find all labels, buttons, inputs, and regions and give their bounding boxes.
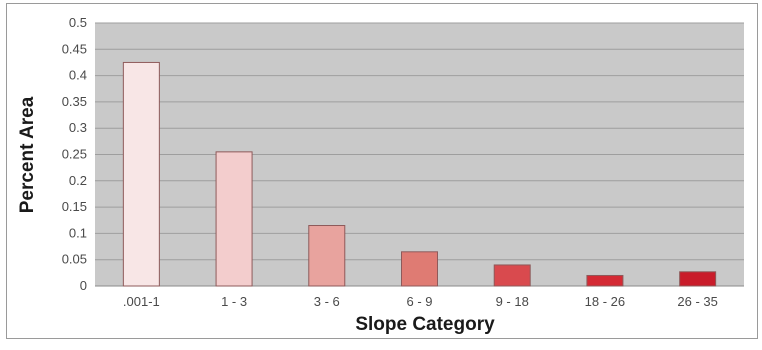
y-axis-title: Percent Area (17, 96, 38, 213)
y-tick-label: 0 (80, 278, 87, 293)
bar (215, 151, 253, 287)
x-tick-label: 18 - 26 (585, 294, 625, 309)
bar (122, 61, 160, 287)
x-tick-label: 9 - 18 (496, 294, 529, 309)
x-tick-label: 6 - 9 (406, 294, 432, 309)
bar-chart: 0 0.05 0.1 0.15 0.2 0.25 0.3 0.35 0.4 0.45 0.5 .00… (17, 15, 744, 335)
bar (493, 264, 531, 287)
bar (586, 274, 624, 287)
x-tick-labels: .001-1 1 - 3 3 - 6 6 - 9 9 - 18 18 - 26 26 - 3… (123, 294, 718, 309)
x-axis-title: Slope Category (355, 314, 495, 335)
x-tick-label: 26 - 35 (677, 294, 717, 309)
bars (122, 61, 717, 287)
bar (401, 251, 438, 287)
y-tick-label: 0.1 (69, 225, 87, 240)
y-tick-label: 0.45 (62, 41, 87, 56)
y-tick-labels: 0 0.05 0.1 0.15 0.2 0.25 0.3 0.35 0.4 0.45 0.5 (62, 15, 87, 293)
y-tick-label: 0.35 (62, 94, 87, 109)
y-tick-label: 0.4 (69, 68, 87, 83)
y-tick-label: 0.05 (62, 252, 87, 267)
x-tick-label: 1 - 3 (221, 294, 247, 309)
y-tick-label: 0.2 (69, 173, 87, 188)
x-tick-label: .001-1 (123, 294, 160, 309)
y-tick-label: 0.3 (69, 120, 87, 135)
x-tick-label: 3 - 6 (314, 294, 340, 309)
y-tick-label: 0.15 (62, 199, 87, 214)
y-tick-label: 0.5 (69, 15, 87, 30)
y-tick-label: 0.25 (62, 147, 87, 162)
chart-frame: 0 0.05 0.1 0.15 0.2 0.25 0.3 0.35 0.4 0.45 0.5 .00… (6, 3, 758, 339)
bar (679, 271, 717, 287)
bar (308, 225, 346, 287)
